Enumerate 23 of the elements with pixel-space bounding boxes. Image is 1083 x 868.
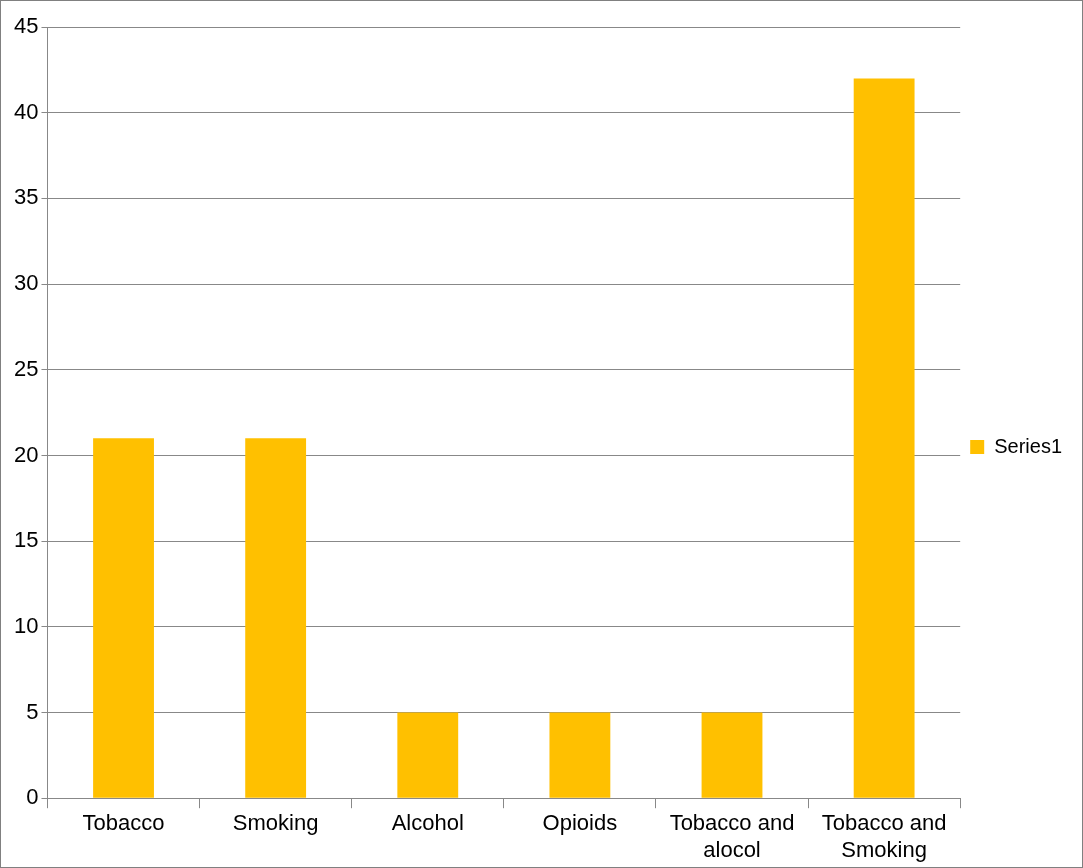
y-tick-label: 30 [13, 270, 39, 296]
x-tick-label: Alcohol [391, 810, 464, 836]
y-tick-label: 25 [13, 355, 39, 381]
bar [93, 438, 154, 798]
x-tick-label: Tobacco [82, 810, 165, 836]
x-tick-label: Smoking [232, 810, 319, 836]
y-tick-label: 20 [13, 441, 39, 467]
x-tick-label: Opioids [542, 810, 618, 836]
x-tick-label: Tobacco and Smoking [821, 810, 947, 862]
bar [549, 712, 611, 798]
bar [397, 712, 459, 798]
y-tick-label: 0 [26, 784, 39, 810]
bar [245, 438, 307, 798]
y-tick-label: 35 [13, 184, 39, 210]
y-tick-label: 15 [13, 527, 39, 553]
bar [853, 78, 915, 798]
legend-label: Series1 [994, 434, 1062, 457]
y-tick-label: 45 [13, 13, 39, 39]
bar [701, 712, 763, 798]
y-tick-label: 5 [26, 698, 39, 724]
y-tick-label: 10 [13, 612, 39, 638]
x-tick-label: Tobacco and alocol [669, 810, 795, 862]
y-tick-label: 40 [13, 98, 39, 124]
